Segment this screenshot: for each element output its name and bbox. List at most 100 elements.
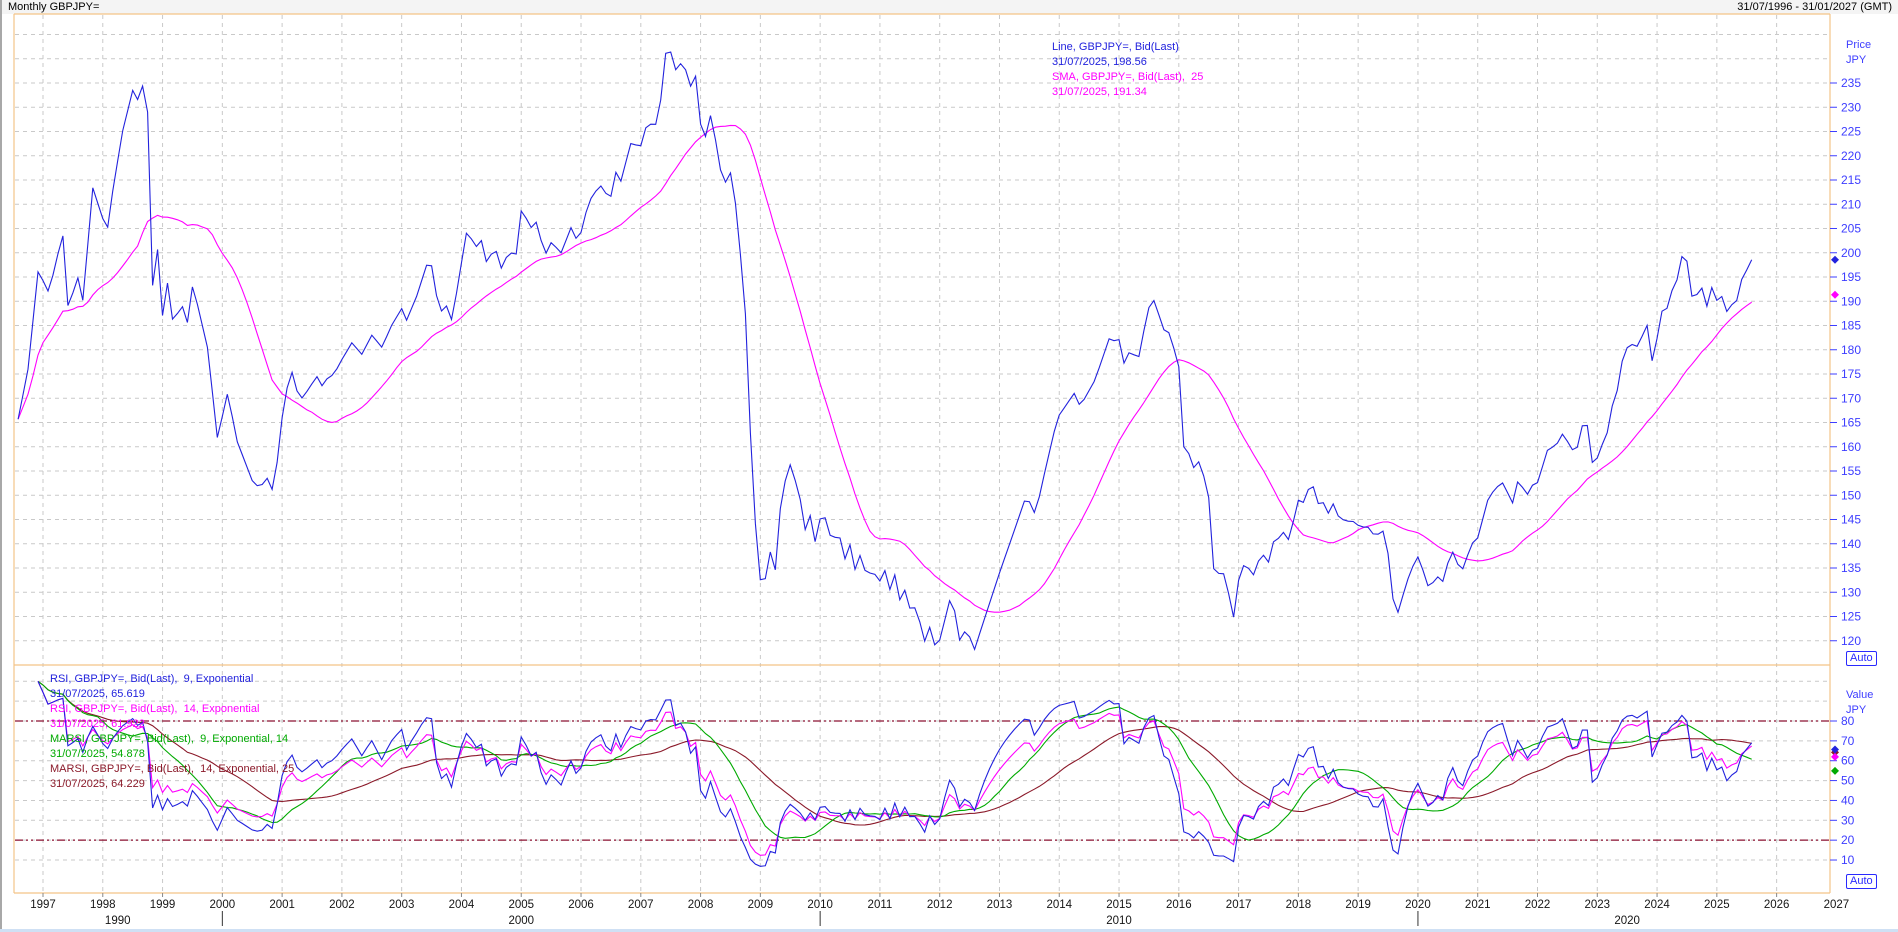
sma-25-line	[17, 124, 1753, 613]
window-bottom-edge	[0, 929, 1898, 932]
svg-text:2022: 2022	[1525, 899, 1551, 911]
svg-text:210: 210	[1841, 197, 1861, 211]
svg-text:2026: 2026	[1764, 899, 1790, 911]
panel-frame	[13, 13, 1831, 894]
marsi-9-14-line	[37, 680, 1752, 841]
rsi-legend-line: MARSI, GBPJPY=, Bid(Last), 9, Exponentia…	[50, 733, 289, 745]
svg-text:215: 215	[1841, 173, 1861, 187]
svg-text:2010: 2010	[807, 899, 833, 911]
svg-text:135: 135	[1841, 561, 1861, 575]
svg-text:2000: 2000	[210, 899, 236, 911]
svg-text:2011: 2011	[868, 899, 893, 911]
svg-text:140: 140	[1841, 537, 1861, 551]
window-left-edge	[0, 0, 2, 932]
svg-text:20: 20	[1841, 833, 1855, 847]
svg-text:190: 190	[1841, 294, 1861, 308]
svg-text:1998: 1998	[90, 899, 116, 911]
main-legend-line: 31/07/2025, 191.34	[1052, 86, 1147, 98]
svg-text:2018: 2018	[1286, 899, 1312, 911]
chart-title: Monthly GBPJPY=	[8, 1, 100, 13]
rsi-threshold-lines	[15, 720, 1829, 841]
svg-text:2019: 2019	[1345, 899, 1371, 911]
value-axis-title-line1: Value	[1846, 689, 1874, 701]
x-axis: 1997 1998 1999 2000 2001 2002 2003 2004 2005 2006…	[30, 893, 1849, 927]
price-axis-title-line2: JPY	[1846, 54, 1867, 66]
value-axis-ticks: 80 70 60 50 40 30 20 10	[1830, 714, 1855, 867]
svg-text:160: 160	[1841, 440, 1861, 454]
svg-text:2017: 2017	[1226, 899, 1252, 911]
svg-text:2014: 2014	[1046, 899, 1072, 911]
svg-text:2010: 2010	[1106, 915, 1132, 927]
svg-text:2023: 2023	[1584, 899, 1610, 911]
title-bar: Monthly GBPJPY= 31/07/1996 - 31/01/2027 …	[0, 0, 1898, 14]
main-legend-line: 31/07/2025, 198.56	[1052, 56, 1147, 68]
value-axis-title: Value JPY	[1846, 688, 1873, 718]
main-legend: Line, GBPJPY=, Bid(Last) 31/07/2025, 198.…	[1052, 40, 1203, 100]
svg-text:2013: 2013	[987, 899, 1013, 911]
svg-text:60: 60	[1841, 754, 1855, 768]
rsi-legend-line: 31/07/2025, 61.922	[50, 718, 145, 730]
svg-text:30: 30	[1841, 813, 1855, 827]
date-range-label: 31/07/1996 - 31/01/2027 (GMT)	[1737, 1, 1892, 13]
rsi-legend-line: 31/07/2025, 65.619	[50, 688, 145, 700]
price-line	[17, 51, 1753, 652]
rsi-legend-line: 31/07/2025, 64.229	[50, 778, 145, 790]
price-axis-auto-button[interactable]: Auto	[1846, 651, 1877, 666]
rsi-9-line	[37, 681, 1753, 867]
svg-text:225: 225	[1841, 125, 1861, 139]
svg-text:150: 150	[1841, 488, 1861, 502]
svg-text:2020: 2020	[1614, 915, 1640, 927]
svg-text:175: 175	[1841, 367, 1861, 381]
svg-text:40: 40	[1841, 793, 1855, 807]
svg-text:220: 220	[1841, 149, 1861, 163]
rsi-legend-line: RSI, GBPJPY=, Bid(Last), 9, Exponential	[50, 673, 254, 685]
svg-text:180: 180	[1841, 343, 1861, 357]
main-legend-line: Line, GBPJPY=, Bid(Last)	[1052, 41, 1179, 53]
svg-text:2027: 2027	[1824, 899, 1850, 911]
svg-text:205: 205	[1841, 222, 1861, 236]
svg-text:2024: 2024	[1644, 899, 1670, 911]
svg-text:120: 120	[1841, 634, 1861, 648]
svg-text:2015: 2015	[1106, 899, 1132, 911]
svg-text:170: 170	[1841, 391, 1861, 405]
svg-text:2000: 2000	[508, 915, 534, 927]
svg-text:2004: 2004	[449, 899, 475, 911]
marsi-14-25-line	[37, 680, 1752, 826]
main-legend-line: SMA, GBPJPY=, Bid(Last), 25	[1052, 71, 1204, 83]
svg-text:2025: 2025	[1704, 899, 1730, 911]
svg-text:2016: 2016	[1166, 899, 1192, 911]
svg-text:2002: 2002	[329, 899, 355, 911]
svg-text:2021: 2021	[1465, 899, 1491, 911]
svg-text:2006: 2006	[568, 899, 594, 911]
svg-text:80: 80	[1841, 714, 1855, 728]
rsi-legend-line: RSI, GBPJPY=, Bid(Last), 14, Exponential	[50, 703, 260, 715]
value-axis-auto-button[interactable]: Auto	[1846, 874, 1877, 889]
value-axis-title-line2: JPY	[1846, 704, 1867, 716]
svg-text:2003: 2003	[389, 899, 415, 911]
svg-text:165: 165	[1841, 416, 1861, 430]
svg-text:230: 230	[1841, 100, 1861, 114]
svg-text:2009: 2009	[748, 899, 774, 911]
svg-text:125: 125	[1841, 610, 1861, 624]
svg-text:145: 145	[1841, 513, 1861, 527]
svg-text:2012: 2012	[927, 899, 953, 911]
svg-text:10: 10	[1841, 853, 1855, 867]
rsi-14-line	[37, 681, 1753, 856]
rsi-legend: RSI, GBPJPY=, Bid(Last), 9, Exponential 3…	[50, 672, 294, 792]
svg-text:1990: 1990	[105, 915, 131, 927]
svg-text:1999: 1999	[150, 899, 176, 911]
svg-text:1997: 1997	[30, 899, 56, 911]
svg-text:235: 235	[1841, 76, 1861, 90]
svg-text:2001: 2001	[269, 899, 295, 911]
svg-text:155: 155	[1841, 464, 1861, 478]
svg-text:50: 50	[1841, 774, 1855, 788]
price-axis-title: Price JPY	[1846, 38, 1871, 68]
gridlines	[15, 15, 1829, 892]
svg-text:200: 200	[1841, 246, 1861, 260]
svg-text:195: 195	[1841, 270, 1861, 284]
svg-text:2007: 2007	[628, 899, 654, 911]
rsi-legend-line: 31/07/2025, 54.878	[50, 748, 145, 760]
price-axis-title-line1: Price	[1846, 39, 1872, 51]
